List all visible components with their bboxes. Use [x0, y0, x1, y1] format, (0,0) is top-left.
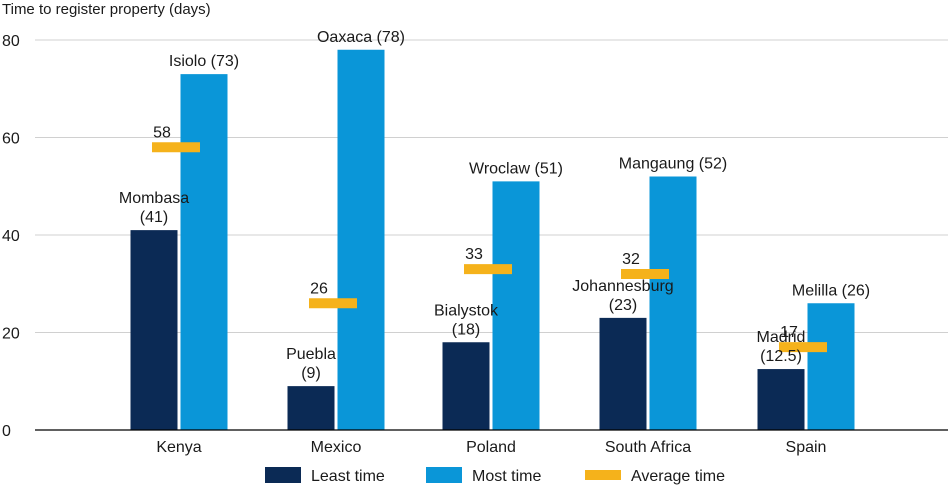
- y-tick-20: 20: [2, 326, 20, 343]
- label-avg-south-africa: 32: [622, 251, 640, 268]
- label-least-spain-1: (12.5): [760, 348, 802, 365]
- label-least-poland-1: (18): [452, 321, 480, 338]
- label-most-kenya: Isiolo (73): [169, 53, 239, 70]
- y-tick-0: 0: [2, 423, 11, 440]
- bar-least-poland: [442, 342, 490, 430]
- bar-least-spain: [757, 369, 805, 430]
- label-least-mexico-0: Puebla: [286, 346, 336, 363]
- bar-least-south-africa: [599, 317, 647, 430]
- data-labels-layer: Mombasa (41) Isiolo (73) 58 Puebla (9) Oaxaca …: [119, 29, 870, 382]
- avg-marker-south-africa: [621, 269, 669, 279]
- y-axis-ticks: 0 20 40 60 80: [2, 33, 20, 440]
- bars-layer: [130, 49, 855, 430]
- avg-marker-kenya: [152, 142, 200, 153]
- bar-most-poland: [492, 181, 540, 430]
- label-least-spain-0: Madrid: [757, 329, 806, 346]
- y-tick-40: 40: [2, 228, 20, 245]
- label-most-south-africa: Mangaung (52): [619, 156, 728, 173]
- x-tick-spain: Spain: [786, 439, 827, 456]
- legend-label-average-time: Average time: [631, 468, 725, 485]
- label-least-poland-0: Bialystok: [434, 302, 499, 319]
- legend-label-least-time: Least time: [311, 468, 385, 485]
- bar-most-spain: [807, 303, 855, 430]
- bar-most-kenya: [180, 74, 228, 430]
- label-least-mexico-1: (9): [301, 365, 321, 382]
- bar-most-mexico: [337, 49, 385, 430]
- avg-marker-mexico: [309, 298, 357, 309]
- x-tick-poland: Poland: [466, 439, 516, 456]
- x-tick-south-africa: South Africa: [605, 439, 691, 456]
- label-avg-poland: 33: [465, 246, 483, 263]
- y-tick-80: 80: [2, 33, 20, 50]
- label-avg-kenya: 58: [153, 124, 171, 141]
- y-tick-60: 60: [2, 131, 20, 148]
- legend-label-most-time: Most time: [472, 468, 541, 485]
- label-least-kenya-0: Mombasa: [119, 190, 189, 207]
- x-tick-mexico: Mexico: [311, 439, 362, 456]
- label-most-poland: Wroclaw (51): [469, 160, 563, 177]
- label-least-south-africa-1: (23): [609, 297, 637, 314]
- label-most-mexico: Oaxaca (78): [317, 29, 405, 46]
- bar-most-south-africa: [649, 176, 697, 430]
- x-axis-categories: Kenya Mexico Poland South Africa Spain: [156, 439, 826, 456]
- label-least-south-africa-0: Johannesburg: [572, 278, 673, 295]
- label-avg-spain: 17: [780, 324, 798, 341]
- average-markers-layer: [152, 142, 827, 353]
- label-most-spain: Melilla (26): [792, 282, 870, 299]
- avg-marker-spain: [779, 342, 827, 353]
- legend-swatch-least-time: [265, 467, 301, 483]
- bar-least-kenya: [130, 230, 178, 430]
- legend-swatch-average-time: [585, 470, 621, 480]
- y-axis-label: Time to register property (days): [2, 1, 211, 18]
- legend: Least time Most time Average time: [265, 467, 725, 485]
- bar-least-mexico: [287, 386, 335, 430]
- avg-marker-poland: [464, 264, 512, 275]
- label-avg-mexico: 26: [310, 280, 328, 297]
- legend-swatch-most-time: [426, 467, 462, 483]
- x-tick-kenya: Kenya: [156, 439, 201, 456]
- label-least-kenya-1: (41): [140, 209, 168, 226]
